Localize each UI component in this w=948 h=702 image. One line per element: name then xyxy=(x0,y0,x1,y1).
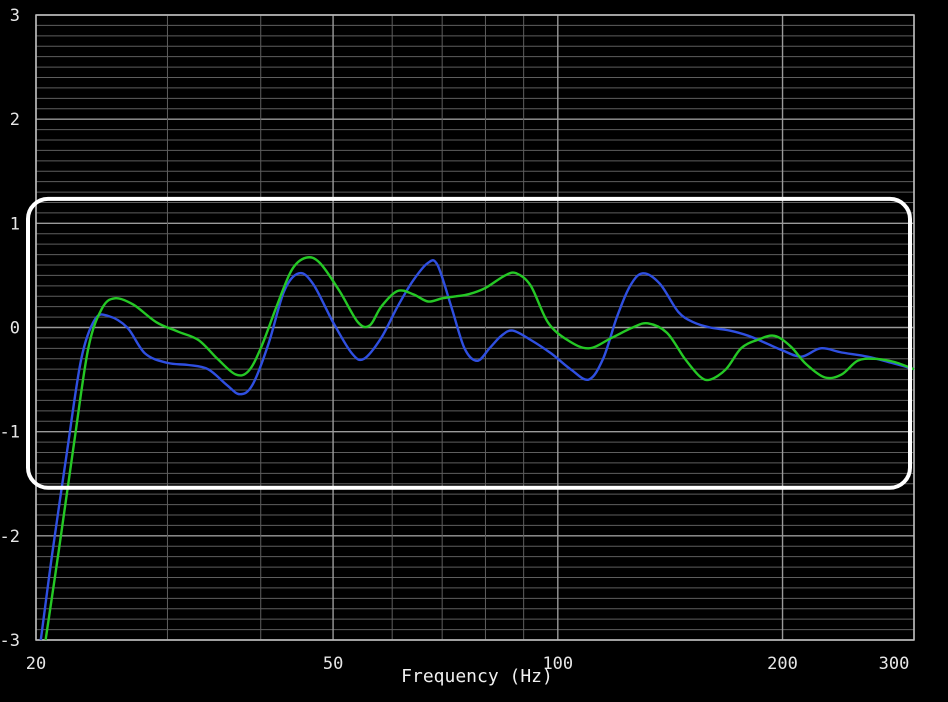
y-tick-label: 0 xyxy=(10,319,20,339)
y-tick-label: 2 xyxy=(10,110,20,130)
x-tick-label: 50 xyxy=(323,654,343,674)
series-line-1 xyxy=(39,259,915,641)
x-tick-labels: 20 50 100 200 300 xyxy=(26,654,910,674)
series-group xyxy=(39,256,915,641)
series-line-2 xyxy=(44,256,915,641)
y-tick-label: -3 xyxy=(0,631,20,651)
highlight-box xyxy=(26,196,912,490)
y-tick-labels: -3 -2 -1 0 1 2 3 xyxy=(0,6,20,651)
x-axis-label: Frequency (Hz) xyxy=(401,666,553,687)
y-tick-label: 1 xyxy=(10,214,20,234)
y-tick-label: 3 xyxy=(10,6,20,26)
y-tick-label: -1 xyxy=(0,423,20,443)
x-tick-label: 200 xyxy=(767,654,798,674)
y-tick-label: -2 xyxy=(0,527,20,547)
x-tick-label: 300 xyxy=(879,654,910,674)
x-tick-label: 100 xyxy=(542,654,573,674)
plot-frame xyxy=(35,14,915,641)
x-tick-label: 20 xyxy=(26,654,46,674)
